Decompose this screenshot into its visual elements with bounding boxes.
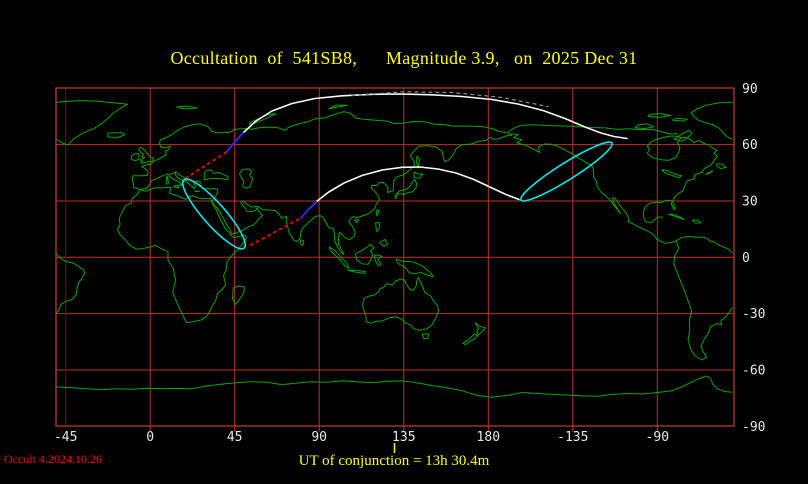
coastline-nz-north-island: [474, 321, 486, 336]
x-axis-label: 180: [477, 430, 500, 445]
coastline-sakhalin: [416, 155, 421, 169]
x-axis-label: -135: [557, 430, 588, 445]
coastline-north-america-arctic: [507, 124, 679, 135]
coastline-crete: [194, 190, 201, 193]
coastline-greenland-west: [690, 101, 733, 140]
coastline-taiwan: [375, 209, 380, 217]
coastline-caspian-sea: [238, 168, 254, 189]
x-axis-label: 90: [311, 430, 327, 445]
occultation-upper-limit-daylight: [185, 151, 227, 179]
coastline-nova-scotia: [705, 170, 714, 176]
coastline-hispaniola: [691, 219, 702, 224]
y-axis-label: 30: [742, 195, 758, 210]
coastline-north-america-pacific: [510, 133, 677, 244]
coastline-sumatra: [328, 246, 350, 269]
coastline-severnaya-zemlya: [328, 104, 348, 110]
coastline-mindanao: [379, 239, 389, 247]
occultation-lower-limit-daylight: [250, 217, 302, 246]
y-axis-label: -60: [742, 364, 765, 379]
coastline-hudson-bay: [646, 135, 682, 161]
x-axis-label: -90: [646, 430, 669, 445]
y-axis-label: 90: [742, 82, 758, 97]
occultation-lower-limit-night: [315, 166, 520, 203]
y-axis-label: -30: [742, 307, 765, 322]
coastline-brazil-east-at-left-edge: [55, 253, 86, 314]
coastline-newfoundland: [716, 163, 727, 169]
coastline-baffin-island: [673, 130, 693, 142]
ut-conjunction-label: UT of conjunction = 13h 30.4m: [298, 453, 490, 469]
coastline-sulawesi: [373, 254, 383, 267]
coastline-cuba: [668, 213, 685, 220]
coastline-iberia-mediterranean: [132, 173, 170, 190]
x-axis-label: 135: [392, 430, 415, 445]
coastline-hokkaido: [413, 171, 424, 179]
coastline-tasmania: [421, 333, 430, 340]
page-title: Occultation of 541SB8, Magnitude 3.9, on…: [170, 48, 638, 68]
coastline-great-lakes: [661, 168, 683, 179]
coastline-svalbard: [176, 105, 198, 110]
y-axis-label: -90: [742, 420, 765, 435]
occultation-lower-limit-twilight: [300, 201, 317, 219]
coastline-luzon: [375, 222, 381, 232]
coastline-balkan-greece: [175, 171, 201, 190]
y-axis-label: 60: [742, 138, 758, 153]
coastline-arctic-islands-1: [647, 113, 671, 118]
occultation-upper-limit-twilight: [225, 132, 244, 154]
coastline-ireland: [130, 153, 140, 162]
coastline-great-britain: [138, 146, 154, 164]
coastline-borneo: [354, 243, 375, 265]
map-frame: [55, 87, 735, 427]
coastline-arctic-islands-2: [672, 117, 688, 122]
coastline-novaya-zemlya: [249, 113, 277, 126]
moonrise-boundary-ellipse: [181, 178, 247, 250]
coastline-madagascar: [232, 285, 245, 306]
coastline-sardinia: [165, 179, 169, 185]
coastline-africa: [117, 186, 248, 323]
occultation-upper-limit-night: [242, 93, 628, 140]
y-axis-label: 0: [742, 251, 750, 266]
coastline-sicily: [173, 185, 180, 189]
x-axis-label: -45: [54, 430, 77, 445]
coastline-eurasia-main: [132, 111, 513, 255]
coastline-australia: [362, 277, 440, 331]
coastline-black-sea: [203, 169, 229, 181]
coastline-java: [347, 269, 366, 274]
coastline-greenland-east: [56, 100, 129, 146]
coastline-honshu-kyushu: [394, 179, 417, 199]
coastline-north-america-atlantic: [642, 136, 718, 223]
moonset-boundary-ellipse: [519, 141, 614, 202]
x-axis-label: 0: [146, 430, 154, 445]
coastline-victoria-island: [634, 123, 655, 130]
coastline-antarctica: [56, 375, 733, 398]
coastline-sri-lanka: [299, 239, 305, 246]
horizon-limit-dotted: [351, 91, 549, 108]
version-label: Occult 4.2024.10.26: [4, 452, 102, 466]
coastline-corsica: [165, 176, 169, 180]
coastline-south-america-north: [675, 236, 733, 254]
coastline-hainan: [354, 219, 360, 224]
coastline-iceland: [107, 132, 126, 139]
coastline-south-america-west: [673, 240, 733, 361]
x-axis-label: 45: [227, 430, 243, 445]
coastline-nz-south-island: [462, 333, 479, 346]
coastline-new-guinea: [395, 258, 434, 277]
